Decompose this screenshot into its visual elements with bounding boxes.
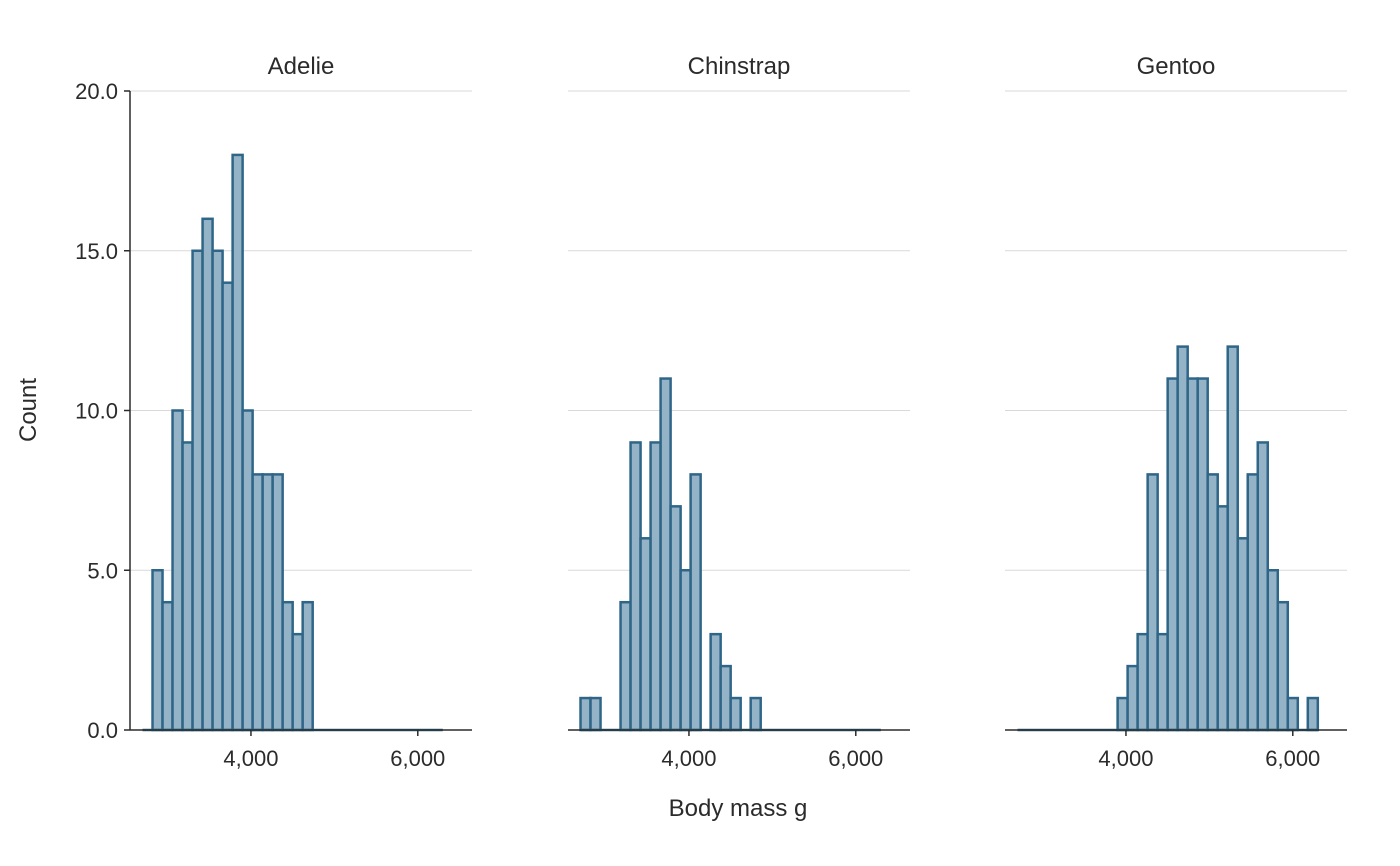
histogram-bar <box>1136 632 1149 732</box>
histogram-bar <box>1156 632 1169 732</box>
histogram-bar <box>1236 537 1249 732</box>
y-tick-label: 15.0 <box>75 239 118 264</box>
x-axis-title: Body mass g <box>669 795 808 822</box>
histogram-bar <box>709 632 722 732</box>
histogram-bar <box>1276 600 1290 732</box>
histogram-bar <box>1226 345 1239 732</box>
histogram-bar <box>261 473 274 732</box>
histogram-bar <box>649 441 662 732</box>
x-tick-label: 6,000 <box>828 746 883 771</box>
histogram-bar <box>1216 505 1229 732</box>
histogram-bar <box>1206 473 1219 732</box>
histogram-bar <box>1176 345 1189 732</box>
x-tick-label: 4,000 <box>661 746 716 771</box>
histogram-bar <box>271 473 284 732</box>
histogram-bar <box>579 696 592 732</box>
histogram-bar <box>1266 569 1280 732</box>
histogram-bar <box>1146 473 1159 732</box>
x-tick-label: 4,000 <box>1098 746 1153 771</box>
y-tick-label: 10.0 <box>75 399 118 424</box>
histogram-bar <box>1186 377 1199 732</box>
histogram-bar <box>211 249 224 732</box>
histogram-bar <box>639 537 652 732</box>
facet-panel-adelie: 4,000 6,000 0.0 5.0 10.0 15.0 20.0 Adelie <box>75 53 472 771</box>
histogram-bar <box>589 696 602 732</box>
histogram-bar <box>629 441 642 732</box>
facet-title: Gentoo <box>1137 53 1216 80</box>
histogram-bar <box>221 281 234 732</box>
histogram-bar <box>201 217 214 732</box>
histogram-bar <box>719 664 732 732</box>
histogram-bar <box>619 600 632 732</box>
histogram-bar <box>191 249 204 732</box>
histogram-bar <box>1126 664 1139 732</box>
x-tick-label: 4,000 <box>223 746 278 771</box>
histogram-bar <box>1166 377 1179 732</box>
histogram-bar <box>281 600 294 732</box>
facet-panel-gentoo: 4,000 6,000 Gentoo <box>1005 53 1347 771</box>
x-tick-label: 6,000 <box>1265 746 1320 771</box>
facet-panel-chinstrap: 4,000 6,000 Chinstrap <box>568 53 910 771</box>
histogram-bar <box>301 600 314 732</box>
histogram-bar <box>181 441 194 732</box>
histogram-bar <box>231 153 244 732</box>
histogram-bar <box>749 696 762 732</box>
histogram-bar <box>659 377 672 732</box>
histogram-bar <box>1286 696 1300 732</box>
y-tick-label: 20.0 <box>75 79 118 104</box>
histogram-bar <box>161 600 174 732</box>
facet-panels: 4,000 6,000 0.0 5.0 10.0 15.0 20.0 Adelie 4,000 6… <box>75 53 1347 771</box>
x-tick-label: 6,000 <box>390 746 445 771</box>
y-tick-label: 0.0 <box>87 718 118 743</box>
histogram-bar <box>1196 377 1209 732</box>
histogram-bar <box>291 632 304 732</box>
histogram-bar <box>171 409 184 732</box>
y-tick-label: 5.0 <box>87 558 118 583</box>
histogram-bar <box>729 696 742 732</box>
histogram-bar <box>669 505 682 732</box>
histogram-bar <box>1256 441 1270 732</box>
histogram-bar <box>1306 696 1320 732</box>
histogram-bar <box>689 473 702 732</box>
facet-title: Chinstrap <box>688 53 791 80</box>
histogram-bar <box>151 569 164 732</box>
histogram-bar <box>1246 473 1259 732</box>
y-axis-title: Count <box>15 378 42 442</box>
histogram-bar <box>241 409 254 732</box>
histogram-bar <box>679 569 692 732</box>
histogram-bar <box>1116 696 1129 732</box>
facet-title: Adelie <box>268 53 335 80</box>
histogram-bar <box>251 473 264 732</box>
